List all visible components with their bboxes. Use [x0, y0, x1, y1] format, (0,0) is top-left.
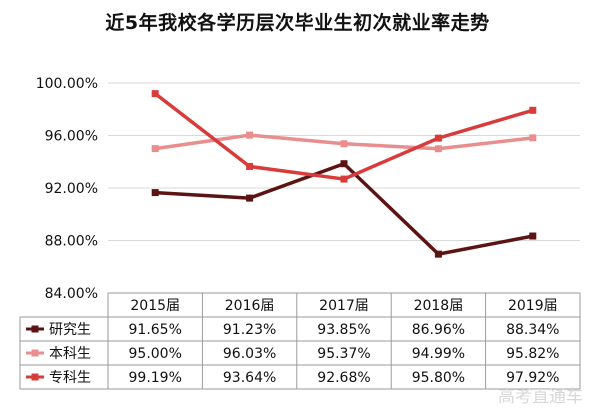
- data-point: [434, 250, 442, 258]
- table-value-cell: 88.34%: [506, 322, 559, 338]
- table-value-cell: 94.99%: [412, 346, 465, 362]
- data-point: [434, 134, 442, 142]
- y-tick-label: 100.00%: [36, 76, 98, 92]
- data-point: [529, 106, 537, 114]
- table-value-cell: 91.23%: [223, 322, 276, 338]
- table-value-cell: 99.19%: [129, 370, 182, 386]
- data-point: [151, 145, 159, 153]
- table-value-cell: 86.96%: [412, 322, 465, 338]
- y-tick-label: 84.00%: [45, 286, 98, 302]
- chart-title: 近5年我校各学历层次毕业生初次就业率走势: [105, 12, 490, 34]
- y-tick-label: 92.00%: [45, 181, 98, 197]
- table-value-cell: 95.37%: [317, 346, 370, 362]
- table-value-cell: 93.85%: [317, 322, 370, 338]
- table-value-cell: 95.00%: [129, 346, 182, 362]
- table-value-cell: 93.64%: [223, 370, 276, 386]
- data-point: [340, 140, 348, 148]
- legend-key-marker: [31, 349, 39, 357]
- legend-key-marker: [31, 373, 39, 381]
- table-value-cell: 96.03%: [223, 346, 276, 362]
- data-point: [434, 145, 442, 153]
- y-tick-label: 88.00%: [45, 234, 98, 250]
- data-point: [246, 131, 254, 139]
- data-point: [340, 175, 348, 183]
- legend-series-name: 研究生: [49, 322, 91, 338]
- table-value-cell: 91.65%: [129, 322, 182, 338]
- x-category-label: 2018届: [414, 298, 464, 314]
- data-point: [529, 134, 537, 142]
- table-value-cell: 92.68%: [317, 370, 370, 386]
- table-value-cell: 95.82%: [506, 346, 559, 362]
- y-tick-label: 96.00%: [45, 129, 98, 145]
- x-category-label: 2015届: [130, 298, 180, 314]
- legend-key-marker: [31, 325, 39, 333]
- data-point: [246, 194, 254, 202]
- data-point: [340, 160, 348, 168]
- x-category-label: 2019届: [508, 298, 558, 314]
- data-point: [246, 162, 254, 170]
- data-point: [151, 90, 159, 98]
- x-category-label: 2016届: [225, 298, 275, 314]
- watermark: 高考直通车: [498, 387, 583, 407]
- legend-series-name: 本科生: [49, 346, 91, 362]
- x-category-label: 2017届: [319, 298, 369, 314]
- data-point: [529, 232, 537, 240]
- data-point: [151, 189, 159, 197]
- table-value-cell: 97.92%: [506, 370, 559, 386]
- table-value-cell: 95.80%: [412, 370, 465, 386]
- legend-series-name: 专科生: [49, 370, 91, 386]
